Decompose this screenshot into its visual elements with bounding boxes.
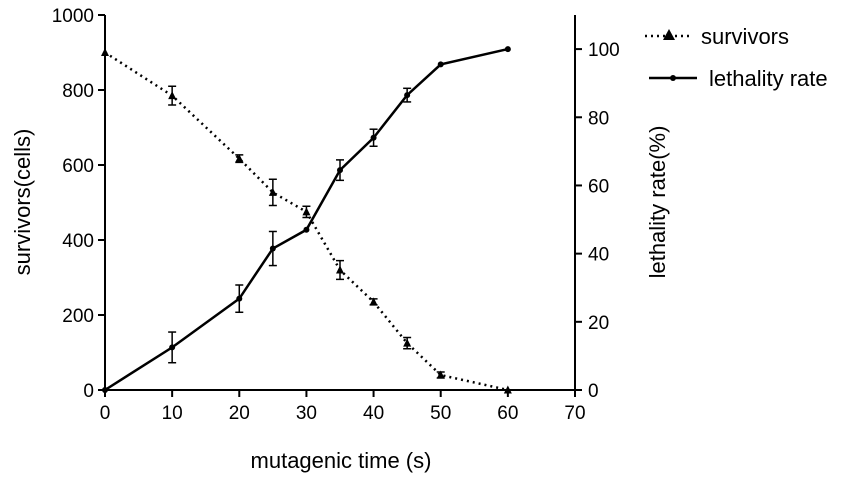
y-right-tick-label: 40 [588,245,609,266]
series-lethality-rate-point [404,92,411,99]
y-left-tick-label: 0 [83,381,94,402]
y-right-tick-label: 20 [588,313,609,334]
series-survivors-point [503,385,512,394]
legend-lethality-marker [670,75,676,81]
series-survivors-point [268,187,277,196]
series-survivors-point [369,297,378,306]
series-survivors-point [336,265,344,274]
series-survivors-point [436,370,445,379]
series-lethality-rate-point [303,226,310,233]
x-axis-label: mutagenic time (s) [251,448,432,473]
series-survivors-point [403,338,412,347]
y-left-tick-label: 800 [62,81,94,102]
y-right-tick-label: 100 [588,40,620,61]
series-lethality-rate-point [102,387,108,393]
y-axis-right-label: lethality rate(%) [645,126,670,279]
series-survivors-point [235,154,244,163]
y-left-tick-label: 200 [62,306,94,327]
series-survivors-point [168,91,177,100]
x-tick-label: 30 [296,403,317,424]
x-tick-label: 20 [229,403,250,424]
series-survivors-line [104,51,509,392]
series-survivors-point [101,48,109,56]
series-lethality-rate-point [504,46,511,53]
legend-lethality-label: lethality rate [709,66,828,91]
series-lethality-rate-point [236,295,243,302]
x-tick-label: 60 [497,403,518,424]
series-lethality-rate-point [437,61,444,68]
y-left-tick-label: 400 [62,231,94,252]
y-right-tick-label: 80 [588,108,609,129]
series-lethality-rate-point [337,167,343,174]
legend-survivors-label: survivors [701,24,789,49]
axes [104,15,576,391]
x-tick-label: 10 [162,403,183,424]
y-right-tick-label: 0 [588,381,599,402]
legend: survivors lethality rate [645,24,828,91]
y-left-tick-label: 1000 [52,6,94,27]
series-layer [101,46,512,394]
x-tick-label: 40 [363,403,384,424]
ticks: 0 10 20 30 40 50 60 700200400600800100002040608… [52,6,620,424]
series-lethality-rate-line [104,47,509,392]
x-tick-label: 70 [564,403,585,424]
y-axis-left-label: survivors(cells) [10,129,35,276]
series-lethality-rate-point [169,344,176,351]
series-survivors-point [302,207,311,216]
legend-survivors-marker [663,29,675,40]
y-left-tick-label: 600 [62,156,94,177]
y-right-tick-label: 60 [588,176,609,197]
series-lethality-rate-point [370,134,377,141]
series-lethality-rate-point [269,245,276,252]
x-tick-label: 0 [100,403,111,424]
x-tick-label: 50 [430,403,451,424]
